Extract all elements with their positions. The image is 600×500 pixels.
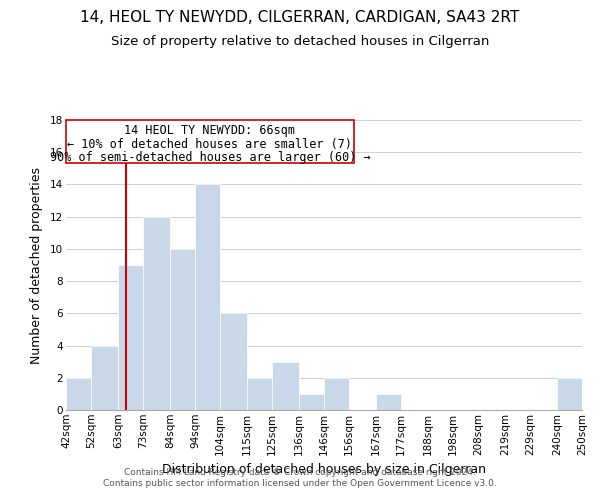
- Bar: [143, 216, 170, 410]
- Bar: [299, 394, 324, 410]
- Text: Size of property relative to detached houses in Cilgerran: Size of property relative to detached ho…: [111, 35, 489, 48]
- Y-axis label: Number of detached properties: Number of detached properties: [30, 166, 43, 364]
- Text: 90% of semi-detached houses are larger (60) →: 90% of semi-detached houses are larger (…: [50, 152, 370, 164]
- FancyBboxPatch shape: [66, 120, 354, 164]
- Bar: [91, 346, 118, 410]
- Bar: [557, 378, 582, 410]
- Text: Contains HM Land Registry data © Crown copyright and database right 2024.
Contai: Contains HM Land Registry data © Crown c…: [103, 468, 497, 487]
- Bar: [118, 265, 143, 410]
- Text: 14 HEOL TY NEWYDD: 66sqm: 14 HEOL TY NEWYDD: 66sqm: [124, 124, 295, 137]
- X-axis label: Distribution of detached houses by size in Cilgerran: Distribution of detached houses by size …: [162, 463, 486, 476]
- Bar: [66, 378, 91, 410]
- Text: ← 10% of detached houses are smaller (7): ← 10% of detached houses are smaller (7): [67, 138, 352, 150]
- Bar: [272, 362, 299, 410]
- Bar: [247, 378, 272, 410]
- Bar: [220, 314, 247, 410]
- Bar: [170, 249, 195, 410]
- Bar: [376, 394, 401, 410]
- Text: 14, HEOL TY NEWYDD, CILGERRAN, CARDIGAN, SA43 2RT: 14, HEOL TY NEWYDD, CILGERRAN, CARDIGAN,…: [80, 10, 520, 25]
- Bar: [324, 378, 349, 410]
- Bar: [195, 184, 220, 410]
